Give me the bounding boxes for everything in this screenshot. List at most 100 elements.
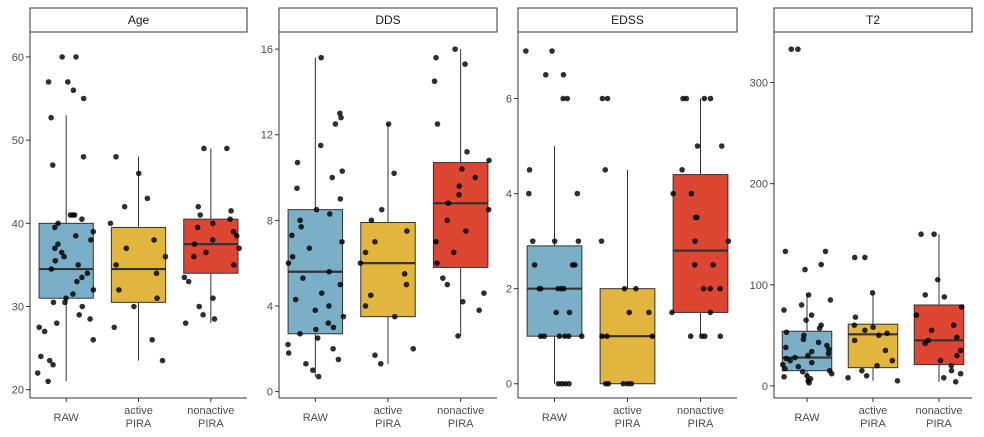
- data-point-2-2-15: [670, 190, 676, 197]
- data-point-0-0-41: [45, 79, 52, 85]
- data-point-2-0-13: [536, 285, 543, 292]
- data-point-0-0-5: [38, 353, 44, 360]
- data-point-3-0-26: [818, 322, 824, 329]
- data-point-3-2-15: [941, 294, 948, 300]
- data-point-3-0-9: [795, 363, 802, 370]
- data-point-3-2-16: [922, 292, 929, 298]
- data-point-0-0-26: [55, 241, 61, 247]
- data-point-2-2-5: [707, 309, 714, 316]
- data-point-0-1-8: [162, 253, 169, 260]
- y-tick-label-3-3: 300: [750, 78, 768, 90]
- data-point-0-2-21: [224, 145, 230, 152]
- data-point-3-2-18: [931, 231, 937, 238]
- data-point-1-0-6: [285, 341, 291, 348]
- data-point-1-0-20: [285, 260, 292, 266]
- data-point-0-0-23: [61, 253, 67, 260]
- data-point-3-0-13: [783, 355, 789, 362]
- data-point-1-0-15: [292, 296, 299, 303]
- data-point-1-0-29: [337, 196, 344, 202]
- facet-title-2: EDSS: [611, 13, 644, 27]
- data-point-0-0-25: [52, 245, 58, 252]
- data-point-0-2-10: [236, 245, 242, 252]
- data-point-0-0-44: [73, 54, 79, 60]
- box-2-0: [526, 245, 583, 337]
- data-point-0-0-39: [80, 95, 87, 102]
- data-point-0-1-12: [121, 203, 128, 210]
- data-point-1-0-34: [317, 142, 324, 149]
- y-tick-label-0-0: 20: [12, 385, 24, 397]
- data-point-1-0-22: [306, 245, 313, 251]
- data-point-0-1-11: [107, 220, 114, 227]
- data-point-3-2-6: [954, 352, 960, 359]
- data-point-3-2-4: [948, 362, 955, 369]
- data-point-3-0-38: [788, 46, 795, 52]
- data-point-1-1-2: [410, 345, 417, 352]
- x-tick-label-3-1: active PIRA: [859, 405, 888, 430]
- data-point-2-2-17: [679, 167, 685, 173]
- data-point-0-2-1: [211, 316, 218, 322]
- data-point-3-0-3: [781, 373, 787, 380]
- data-point-3-0-33: [802, 266, 808, 273]
- data-point-3-0-4: [804, 372, 810, 379]
- data-point-1-1-13: [378, 206, 385, 213]
- data-point-2-2-22: [680, 95, 686, 102]
- data-point-3-2-1: [940, 374, 947, 381]
- x-tick-label-2-2: nonactive PIRA: [677, 405, 724, 430]
- data-point-1-2-5: [440, 275, 446, 281]
- data-point-3-0-15: [805, 352, 811, 359]
- data-point-3-1-12: [851, 322, 858, 329]
- data-point-2-2-10: [710, 262, 716, 268]
- data-point-0-0-43: [59, 54, 65, 60]
- data-point-3-1-7: [851, 337, 858, 344]
- data-point-0-1-14: [135, 170, 142, 177]
- data-point-1-0-32: [339, 168, 346, 174]
- data-point-2-0-19: [572, 262, 578, 268]
- data-point-1-0-17: [337, 281, 344, 288]
- data-point-1-0-30: [294, 185, 300, 192]
- y-tick-label-1-4: 16: [261, 44, 273, 56]
- data-point-3-0-10: [779, 361, 786, 368]
- data-point-0-1-7: [113, 262, 119, 268]
- data-point-2-1-4: [620, 380, 627, 387]
- data-point-3-0-23: [801, 332, 807, 339]
- data-point-2-2-8: [700, 285, 707, 292]
- data-point-3-0-27: [803, 317, 809, 323]
- data-point-0-0-18: [79, 274, 85, 281]
- data-point-1-0-8: [297, 330, 303, 337]
- data-point-1-1-10: [372, 238, 378, 245]
- data-point-1-1-0: [377, 360, 384, 367]
- data-point-1-2-11: [485, 206, 492, 213]
- data-point-2-1-8: [646, 309, 652, 316]
- data-point-0-2-14: [230, 228, 237, 235]
- data-point-2-0-30: [549, 48, 555, 54]
- data-point-2-2-3: [717, 333, 724, 340]
- data-point-3-2-5: [937, 357, 944, 364]
- data-point-1-1-9: [362, 249, 369, 256]
- data-point-1-2-7: [450, 249, 457, 256]
- y-tick-label-0-4: 60: [12, 52, 24, 64]
- data-point-0-1-4: [154, 295, 160, 301]
- data-point-0-0-22: [52, 257, 59, 264]
- data-point-1-2-17: [486, 157, 492, 164]
- facet-title-0: Age: [128, 13, 150, 27]
- data-point-3-1-2: [863, 372, 870, 379]
- data-point-1-2-16: [459, 166, 465, 172]
- data-point-3-0-6: [799, 368, 806, 375]
- data-point-2-2-0: [687, 333, 694, 340]
- data-point-1-1-5: [367, 292, 374, 299]
- data-point-0-2-11: [191, 241, 198, 247]
- data-point-3-0-36: [782, 248, 789, 255]
- data-point-1-2-15: [472, 174, 479, 181]
- data-point-2-0-4: [578, 333, 585, 340]
- data-point-3-0-28: [808, 312, 815, 318]
- data-point-1-0-19: [326, 268, 332, 275]
- data-point-3-2-12: [950, 322, 957, 329]
- data-point-1-0-36: [338, 114, 344, 121]
- data-point-1-0-7: [314, 335, 321, 341]
- data-point-0-0-31: [55, 220, 61, 227]
- data-point-2-2-14: [692, 214, 699, 221]
- data-point-3-2-11: [928, 327, 935, 334]
- data-point-0-0-38: [48, 114, 54, 121]
- data-point-2-0-26: [564, 95, 571, 102]
